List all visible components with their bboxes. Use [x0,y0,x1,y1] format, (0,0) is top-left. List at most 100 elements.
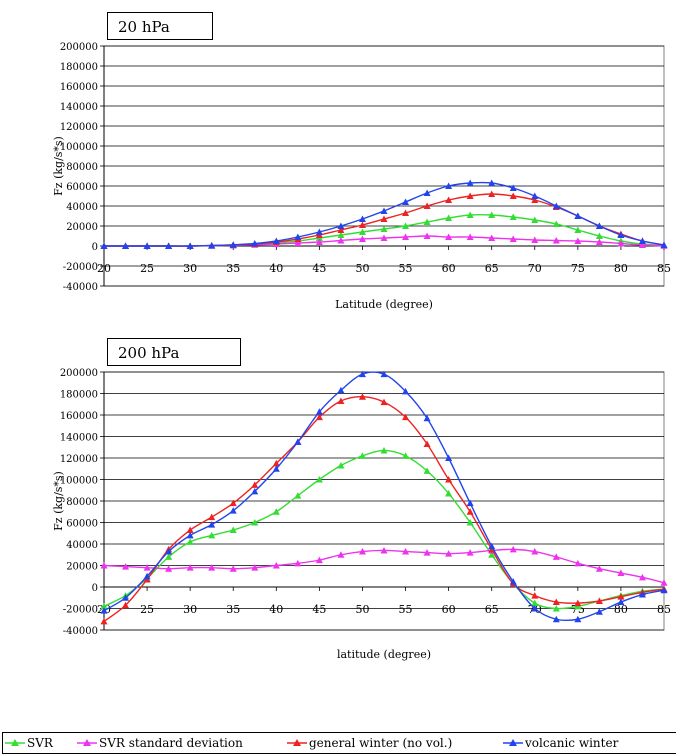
data-point [445,196,453,203]
data-point [229,507,237,514]
data-point [445,182,453,189]
data-point [272,465,280,472]
data-point [466,549,474,556]
data-point [294,492,302,499]
data-point [143,242,151,249]
y-tick-label: 140000 [60,102,98,113]
data-point [595,608,603,615]
x-tick-label: 25 [140,603,154,616]
data-point [315,556,323,564]
data-point [595,232,603,239]
y-tick-label: 180000 [60,62,98,73]
y-tick-label: 60000 [66,519,98,530]
data-point [165,242,173,249]
y-tick-label: 0 [92,242,98,253]
x-tick-label: 75 [571,262,585,275]
data-point [358,452,366,459]
data-point [617,569,625,577]
data-point [358,393,366,400]
data-point [380,446,388,454]
data-point [445,550,453,557]
y-tick-label: 100000 [60,476,98,487]
data-point [552,615,560,623]
y-tick-label: -40000 [63,626,98,637]
data-point [122,594,130,601]
data-point [143,564,151,571]
data-point [272,237,280,244]
data-point [380,370,388,378]
y-tick-label: 80000 [66,162,98,173]
data-point [617,231,625,238]
x-tick-label: 40 [269,603,283,616]
y-tick-label: 40000 [66,540,98,551]
legend: SVR SVR standard deviation general winte… [2,732,676,754]
y-tick-label: 160000 [60,82,98,93]
data-point [574,237,582,244]
data-point [100,562,108,569]
chart-0: -40000 -20000 0 20000 40000 60000 80000 100000 1… [52,42,671,311]
data-point [574,559,582,567]
data-point [423,189,431,196]
data-point [531,236,539,243]
data-point [337,386,345,394]
data-point [466,499,474,507]
data-point [531,599,539,607]
x-axis-label: latitude (degree) [337,648,431,661]
chart-1: -40000 -20000 0 20000 40000 60000 80000 100000 1… [52,368,671,661]
chart-title-20hpa: 20 hPa [107,12,213,40]
data-point [294,239,302,246]
data-point [337,226,345,233]
data-point [251,481,259,488]
data-point [380,546,388,554]
data-point [208,564,216,571]
data-point [165,565,173,572]
data-point [423,549,431,556]
data-point [380,225,388,232]
data-point [466,508,474,515]
data-point [380,207,388,214]
data-point [358,221,366,228]
legend-label-volcanic-winter: volcanic winter [525,736,619,750]
y-tick-label: 200000 [60,42,98,53]
data-point [251,240,259,247]
legend-item-svr: SVR [3,733,83,753]
x-tick-label: 35 [226,262,240,275]
data-point [660,241,668,248]
y-tick-label: 140000 [60,433,98,444]
data-point [595,597,603,604]
data-point [315,238,323,245]
data-point [638,241,646,248]
data-point [272,562,280,569]
y-tick-label: -20000 [63,605,98,616]
data-point [531,196,539,203]
y-tick-label: 180000 [60,390,98,401]
data-point [208,521,216,528]
y-axis-label: Fz (kg/s*s) [52,136,65,196]
data-point [660,579,668,586]
data-point [122,242,130,249]
data-point [638,237,646,244]
data-point [488,190,496,197]
data-point [509,213,517,220]
data-point [294,559,302,567]
data-point [531,605,539,612]
data-point [358,215,366,222]
x-tick-label: 55 [399,603,413,616]
data-point [509,578,517,585]
data-point [466,519,474,526]
y-tick-label: 80000 [66,497,98,508]
data-point [122,601,130,609]
data-point [208,513,216,521]
data-point [509,235,517,242]
data-point [552,220,560,227]
legend-item-volcanic-winter: volcanic winter [501,733,671,753]
data-point [251,564,259,571]
data-point [229,565,237,572]
data-point [272,459,280,467]
data-point [402,209,410,216]
data-point [423,232,431,239]
data-point [466,192,474,199]
x-tick-label: 65 [485,262,499,275]
data-point [509,545,517,553]
